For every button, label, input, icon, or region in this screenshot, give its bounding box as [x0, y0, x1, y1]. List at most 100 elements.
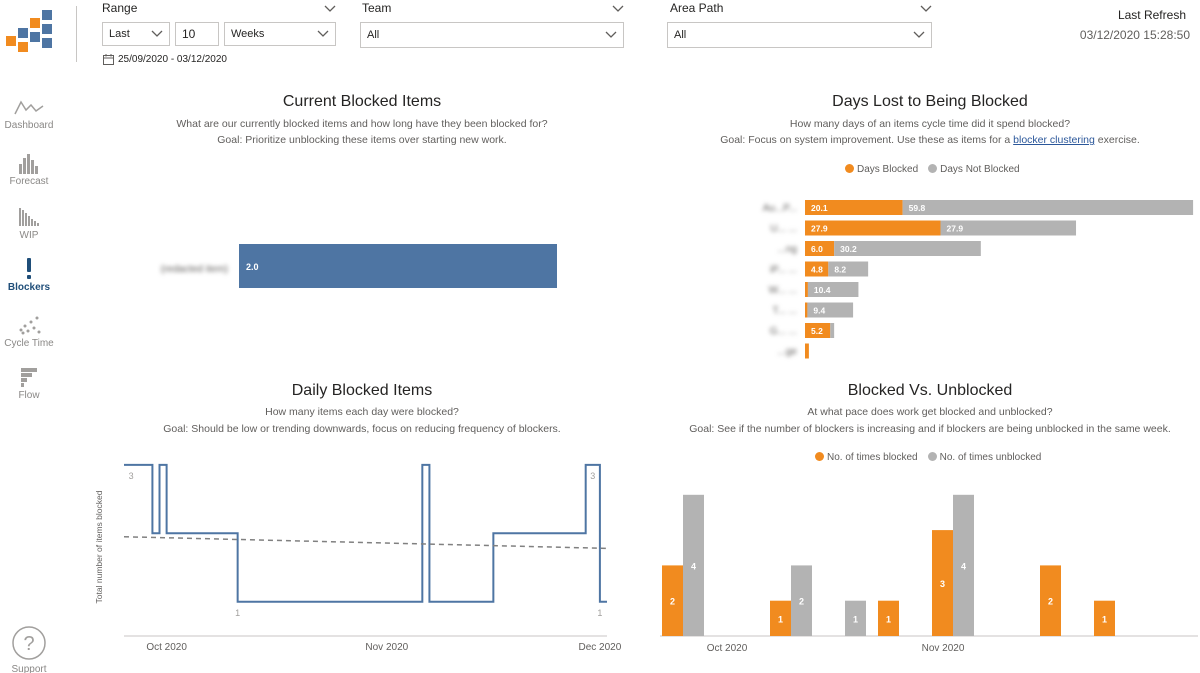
- bar-category-label: U... ...: [770, 224, 797, 235]
- exclamation-icon: [27, 258, 31, 279]
- bar-data-label: 2.0: [246, 262, 259, 272]
- bar-data-label: 30.2: [840, 244, 857, 254]
- bar-data-label: 5.2: [811, 326, 823, 336]
- bar-data-label: 1: [778, 614, 783, 624]
- legend-item[interactable]: Days Blocked: [845, 164, 918, 175]
- date-range-text: 25/09/2020 - 03/12/2020: [118, 54, 227, 65]
- bar-data-label: 1: [853, 614, 858, 624]
- nav-item-dashboard[interactable]: Dashboard: [0, 96, 58, 131]
- x-tick-label: Oct 2020: [146, 642, 187, 653]
- area-path-select[interactable]: All: [667, 22, 932, 48]
- bar-category-label: G... ...: [770, 326, 797, 337]
- bar-category-label: iP... ...: [770, 265, 797, 276]
- calendar-icon: [103, 54, 114, 65]
- bar-data-label: 10.4: [814, 285, 831, 295]
- support-label: Support: [11, 664, 47, 673]
- days-lost-goal-text: Goal: Focus on system improvement. Use t…: [720, 134, 1014, 146]
- nav-item-label: Forecast: [9, 176, 49, 187]
- nav-item-label: Cycle Time: [4, 338, 54, 349]
- series-line: [124, 463, 607, 603]
- nav-item-cycle-time[interactable]: Cycle Time: [0, 314, 58, 349]
- sidebar-divider: [76, 6, 77, 62]
- chevron-down-icon[interactable]: [920, 5, 932, 13]
- bar-segment: [830, 323, 835, 338]
- team-select[interactable]: All: [360, 22, 624, 48]
- bar-category-label: ...ng: [778, 244, 797, 255]
- current-blocked-chart: (redacted item) 2.0: [161, 244, 557, 288]
- chevron-down-icon: [151, 30, 163, 37]
- nav-item-label: WIP: [19, 230, 39, 241]
- data-label: 1: [597, 608, 602, 618]
- bar-data-label: 3: [940, 579, 945, 589]
- nav-item-blockers[interactable]: Blockers: [0, 256, 58, 293]
- bar: [845, 600, 866, 636]
- bar-segment: [805, 282, 808, 297]
- chevron-down-icon[interactable]: [324, 5, 336, 13]
- bar-data-label: 27.9: [811, 224, 828, 234]
- range-mode-select[interactable]: Last: [102, 22, 170, 46]
- bar-data-label: 1: [886, 614, 891, 624]
- range-unit-select[interactable]: Weeks: [224, 22, 336, 46]
- range-unit-value: Weeks: [231, 28, 265, 40]
- bar-segment: [828, 261, 869, 277]
- bar-segment: [940, 220, 1077, 236]
- nav-item-label: Flow: [18, 390, 40, 401]
- team-label: Team: [362, 1, 392, 15]
- daily-blocked-subtitle: How many items each day were blocked?: [265, 406, 459, 418]
- bar: [932, 530, 953, 636]
- bar: [662, 565, 683, 636]
- sidebar: Dashboard Forecast WIP Blockers Cycle Ti…: [0, 0, 60, 673]
- bar-segment: [805, 261, 829, 277]
- bar-data-label: 20.1: [811, 203, 828, 213]
- range-count-input[interactable]: 10: [175, 22, 219, 46]
- nav-item-wip[interactable]: WIP: [0, 206, 58, 241]
- chevron-down-icon: [913, 31, 925, 38]
- bar-data-label: 8.2: [834, 265, 846, 275]
- bar-segment: [805, 200, 903, 215]
- bar-data-label: 4: [961, 561, 966, 571]
- days-lost-goal: Goal: Focus on system improvement. Use t…: [660, 133, 1200, 148]
- support-button[interactable]: ? Support: [0, 624, 58, 673]
- legend-label: Days Not Blocked: [940, 164, 1020, 175]
- current-blocked-subtitle: What are our currently blocked items and…: [176, 118, 548, 130]
- chevron-down-icon[interactable]: [612, 5, 624, 13]
- legend-item[interactable]: No. of times blocked: [815, 452, 918, 463]
- bar-segment: [805, 343, 809, 359]
- bar-category-label: W... ...: [769, 285, 797, 296]
- app-logo-icon: [6, 10, 52, 52]
- flow-icon: [21, 368, 37, 387]
- nav-item-flow[interactable]: Flow: [0, 366, 58, 401]
- bar-data-label: 6.0: [811, 244, 823, 254]
- data-label: 1: [235, 608, 240, 618]
- bar: [878, 600, 899, 636]
- blocked-unblocked-title: Blocked Vs. Unblocked: [847, 382, 1013, 399]
- data-label: 3: [129, 471, 134, 481]
- days-lost-chart: Au...P... 20.1 59.8 U... ... 27.9 27.9 ...ng 6.…: [763, 200, 1194, 359]
- x-tick-label: Dec 2020: [578, 642, 621, 653]
- nav-item-forecast[interactable]: Forecast: [0, 152, 58, 187]
- bar-segment: [834, 241, 981, 256]
- bar-data-label: 9.4: [813, 306, 825, 316]
- legend-item[interactable]: Days Not Blocked: [928, 164, 1020, 175]
- legend-dot: [927, 452, 937, 461]
- bar-category-label: ...ge: [778, 347, 798, 358]
- x-tick-label: Oct 2020: [707, 643, 748, 654]
- legend-item[interactable]: No. of times unblocked: [927, 452, 1041, 463]
- team-value: All: [367, 29, 380, 41]
- trend-line: [123, 535, 608, 550]
- bar-segment: [805, 302, 808, 318]
- bar-data-label: 2: [670, 597, 675, 607]
- blocker-clustering-link[interactable]: blocker clustering: [1013, 134, 1095, 146]
- bar: [770, 600, 791, 636]
- x-tick-label: Nov 2020: [365, 642, 408, 653]
- nav-item-label: Dashboard: [4, 120, 54, 131]
- legend-dot: [928, 164, 938, 173]
- bar-segment: [807, 282, 859, 297]
- days-lost-goal-text-end: exercise.: [1094, 134, 1140, 146]
- bar-data-label: 59.8: [909, 203, 926, 213]
- blocked-unblocked-legend: No. of times blocked No. of times unbloc…: [815, 452, 1041, 463]
- bar-data-label: 4.8: [811, 265, 823, 275]
- legend-dot: [845, 164, 854, 173]
- histogram-icon: [19, 154, 38, 174]
- bar: [1094, 600, 1115, 636]
